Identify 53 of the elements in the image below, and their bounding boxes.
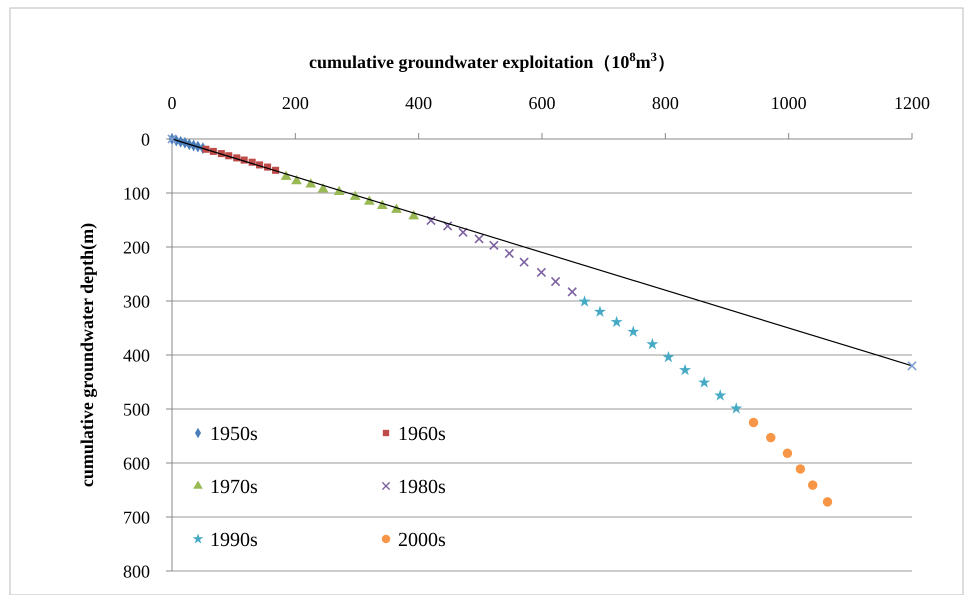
point (822, 497, 832, 507)
legend-label: 1970s (210, 476, 258, 498)
point (782, 448, 792, 458)
y-tick-label: 100 (123, 183, 150, 204)
x-tick-label: 400 (405, 93, 432, 113)
point (679, 364, 692, 376)
y-tick-label: 0 (141, 129, 150, 150)
x-tick-label: 0 (168, 93, 176, 113)
point (610, 316, 623, 328)
point (408, 210, 420, 220)
point (474, 234, 484, 244)
point (489, 240, 499, 250)
legend-label: 1980s (398, 476, 446, 498)
point (318, 183, 328, 192)
point (698, 376, 710, 388)
point (730, 402, 742, 414)
y-tick-label: 500 (123, 399, 150, 420)
point (458, 228, 468, 238)
point (714, 389, 726, 401)
y-tick-label: 600 (123, 453, 150, 474)
point (808, 480, 818, 490)
point (766, 432, 776, 442)
y-axis-title: cumulative groundwater depth(m) (77, 222, 97, 488)
point (567, 286, 578, 297)
y-tick-label: 400 (123, 345, 150, 366)
point (442, 221, 453, 231)
x-axis-title: cumulative groundwater exploitation（10$^{8}$m$^{3}$） (309, 50, 675, 72)
x-tick-label: 800 (652, 93, 679, 113)
y-tick-label: 200 (123, 237, 150, 258)
x-tick-label: 200 (282, 93, 309, 113)
point (550, 276, 560, 286)
point (426, 216, 436, 226)
point (627, 325, 640, 337)
point (536, 268, 546, 278)
legend-label: 1950s (210, 423, 258, 445)
legend-label: 1990s (210, 529, 258, 551)
point (796, 464, 806, 474)
x-tick-label: 1200 (894, 93, 930, 113)
legend-label: 2000s (398, 529, 446, 551)
point (519, 257, 529, 267)
x-tick-label: 1000 (770, 93, 807, 113)
x-tick-label: 600 (528, 93, 556, 113)
point (662, 350, 674, 362)
point (504, 248, 514, 258)
point (907, 360, 917, 371)
point (594, 305, 606, 317)
legend-label: 1960s (398, 423, 446, 445)
point (578, 295, 591, 307)
y-tick-label: 700 (123, 507, 150, 528)
y-tick-label: 800 (123, 561, 150, 582)
point (646, 338, 658, 350)
point (748, 418, 758, 428)
y-tick-label: 300 (123, 291, 150, 312)
